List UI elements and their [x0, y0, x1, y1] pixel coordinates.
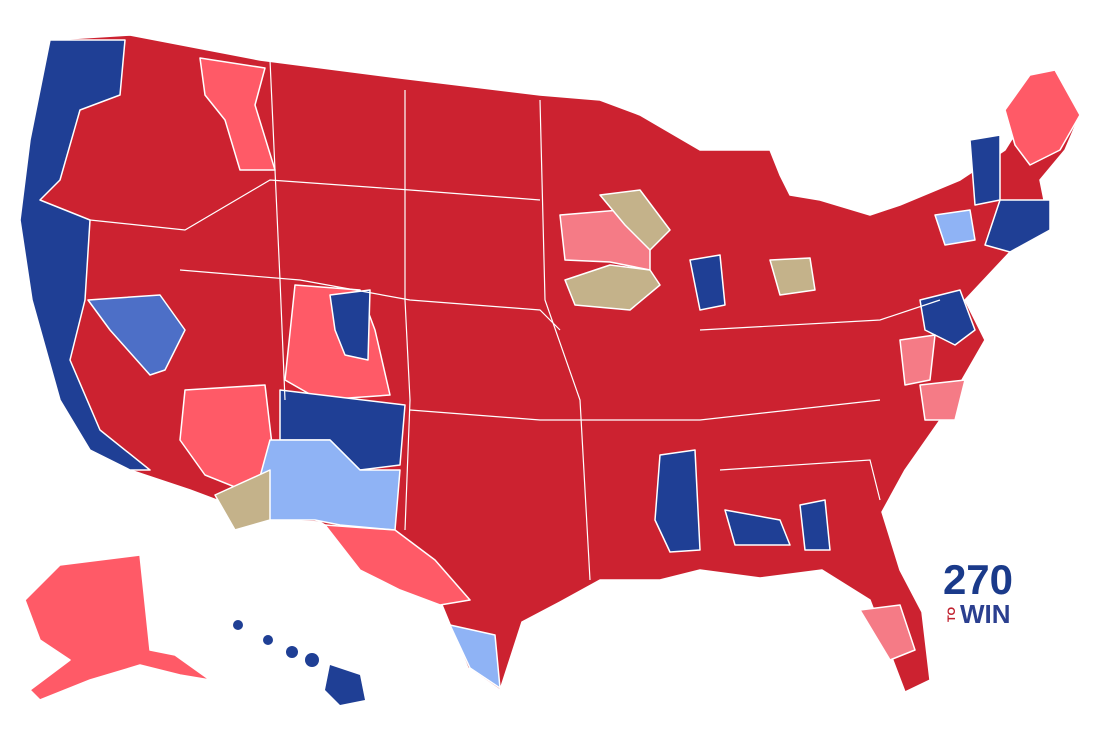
ny-lightblue	[934, 209, 976, 246]
idaho-district	[199, 57, 276, 171]
wisconsin-tan	[564, 264, 661, 311]
mississippi-district	[654, 449, 701, 553]
border-lines	[269, 59, 286, 401]
hawaii-island	[233, 620, 243, 630]
logo-to: TO	[946, 606, 958, 622]
utah-blue	[329, 289, 371, 361]
ohio-tan	[769, 257, 816, 296]
hawaii-island	[263, 635, 273, 645]
florida-district	[859, 604, 916, 661]
virginia-district	[899, 334, 936, 386]
logo: 270 TO WIN	[943, 556, 1013, 629]
border-lines	[719, 459, 881, 501]
south-texas-blue	[449, 624, 501, 689]
north-carolina-district	[919, 379, 966, 421]
minnesota-tan	[599, 189, 671, 251]
west-texas-district	[324, 524, 471, 606]
logo-number: 270	[943, 556, 1013, 603]
border-lines	[89, 179, 541, 231]
hawaii-island	[325, 665, 365, 705]
hawaii-island	[286, 646, 298, 658]
vermont-district	[969, 134, 1001, 206]
border-lines	[699, 299, 941, 331]
hawaii-island	[305, 653, 319, 667]
border-lines	[539, 99, 591, 581]
nevada-district	[87, 294, 186, 376]
alaska	[24, 554, 211, 701]
border-lines	[404, 90, 411, 531]
logo-win: WIN	[960, 599, 1011, 629]
hawaii	[233, 620, 365, 705]
mid-atlantic-blue	[919, 289, 976, 346]
border-lines	[409, 399, 881, 421]
illinois-blue	[689, 254, 726, 311]
georgia-district	[799, 499, 831, 551]
border-lines	[179, 269, 561, 331]
arizona-tan	[214, 469, 271, 531]
alabama-district	[724, 509, 791, 546]
new-england-blue	[984, 199, 1051, 253]
west-coast-blue	[19, 39, 151, 471]
maine-district	[1004, 69, 1081, 166]
